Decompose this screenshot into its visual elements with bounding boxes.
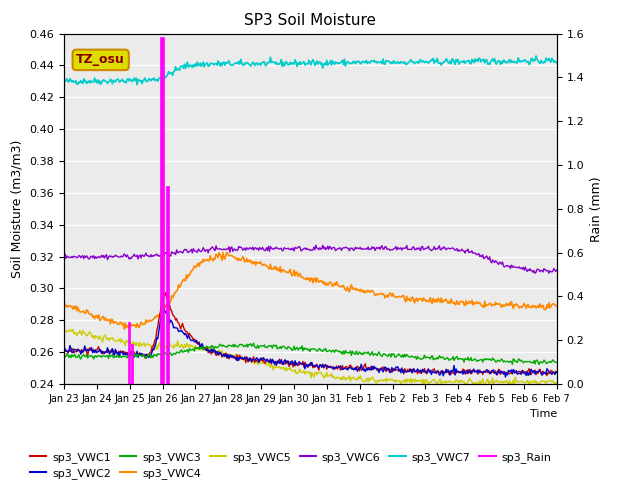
Y-axis label: Soil Moisture (m3/m3): Soil Moisture (m3/m3) — [11, 140, 24, 278]
Title: SP3 Soil Moisture: SP3 Soil Moisture — [244, 13, 376, 28]
Text: TZ_osu: TZ_osu — [76, 53, 125, 66]
Legend: sp3_VWC1, sp3_VWC2, sp3_VWC3, sp3_VWC4, sp3_VWC5, sp3_VWC6, sp3_VWC7, sp3_Rain: sp3_VWC1, sp3_VWC2, sp3_VWC3, sp3_VWC4, … — [26, 447, 556, 480]
Y-axis label: Rain (mm): Rain (mm) — [590, 176, 603, 241]
X-axis label: Time: Time — [529, 409, 557, 419]
